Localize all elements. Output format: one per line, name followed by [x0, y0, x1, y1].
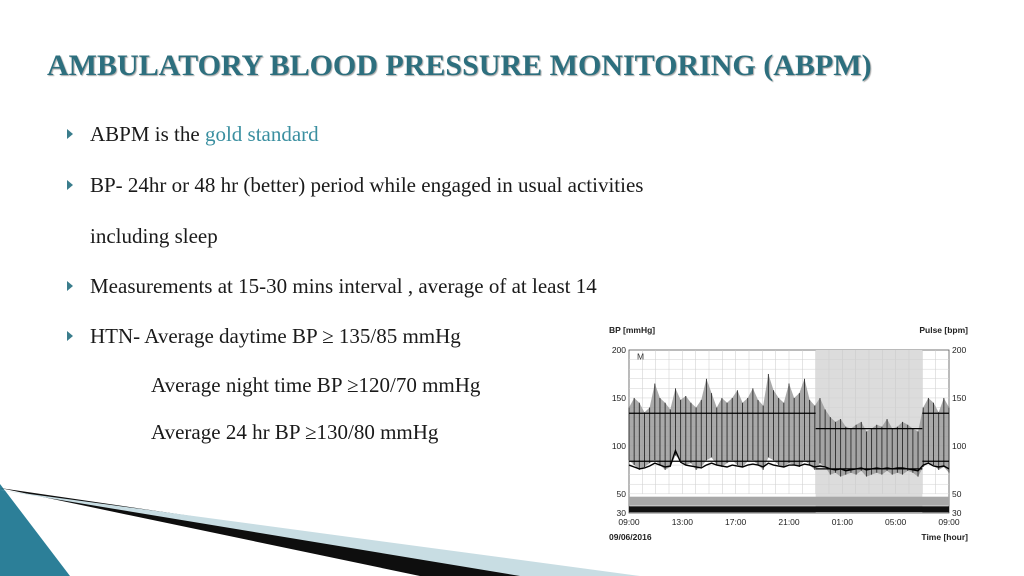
x-tick-label: 01:00 — [832, 517, 854, 527]
y-tick-label-left: 150 — [612, 393, 626, 403]
x-axis-title: Time [hour] — [921, 532, 968, 542]
abpm-chart: BP [mmHg] Pulse [bpm] 09/06/2016 Time [h… — [609, 325, 968, 542]
bullet-continuation: including sleep — [90, 224, 218, 248]
bullet-text: HTN- Average daytime BP ≥ 135/85 mmHg — [90, 324, 461, 348]
x-tick-label: 13:00 — [672, 517, 694, 527]
bullet-arrow-icon — [67, 331, 73, 341]
x-tick-label: 05:00 — [885, 517, 907, 527]
y-tick-label-right: 150 — [952, 393, 966, 403]
bullet-arrow-icon — [67, 180, 73, 190]
date-label: 09/06/2016 — [609, 532, 652, 542]
y-tick-label-right: 200 — [952, 345, 966, 355]
bullet-text: BP- 24hr or 48 hr (better) period while … — [90, 173, 644, 197]
marker-label: M — [637, 352, 644, 362]
gold-standard-highlight: gold standard — [204, 122, 319, 146]
activity-band — [629, 496, 949, 506]
bullet-arrow-icon — [67, 129, 73, 139]
x-tick-label: 21:00 — [778, 517, 800, 527]
y-tick-label-right: 50 — [952, 489, 962, 499]
slide-title: AMBULATORY BLOOD PRESSURE MONITORING (AB… — [47, 49, 872, 82]
y-tick-label-right: 100 — [952, 441, 966, 451]
decorative-bottom-bands — [0, 484, 640, 576]
bullet-text: Measurements at 15-30 mins interval , av… — [90, 274, 597, 298]
right-axis-title: Pulse [bpm] — [919, 325, 968, 335]
x-tick-label: 09:00 — [938, 517, 960, 527]
bullet-arrow-icon — [67, 281, 73, 291]
y-tick-label-left: 30 — [617, 508, 627, 518]
measurement-band — [629, 506, 949, 513]
bullet-text: ABPM is the — [90, 122, 205, 146]
y-tick-label-right: 30 — [952, 508, 962, 518]
y-tick-label-left: 200 — [612, 345, 626, 355]
y-tick-label-left: 50 — [617, 489, 627, 499]
pulse-line — [628, 448, 950, 472]
night-time-threshold: Average night time BP ≥120/70 mmHg — [151, 373, 481, 397]
y-tick-label-left: 100 — [612, 441, 626, 451]
left-axis-title: BP [mmHg] — [609, 325, 655, 335]
x-tick-label: 17:00 — [725, 517, 747, 527]
x-tick-label: 09:00 — [618, 517, 640, 527]
24hr-threshold: Average 24 hr BP ≥130/80 mmHg — [151, 420, 439, 444]
